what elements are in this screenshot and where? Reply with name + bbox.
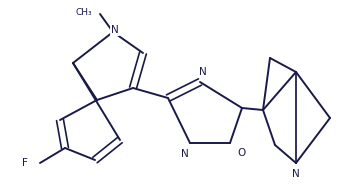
Text: O: O [238, 148, 246, 158]
Text: CH₃: CH₃ [75, 7, 92, 16]
Text: F: F [22, 158, 28, 168]
Text: N: N [111, 25, 119, 35]
Text: N: N [199, 67, 207, 77]
Text: N: N [292, 169, 300, 179]
Text: N: N [181, 149, 189, 159]
